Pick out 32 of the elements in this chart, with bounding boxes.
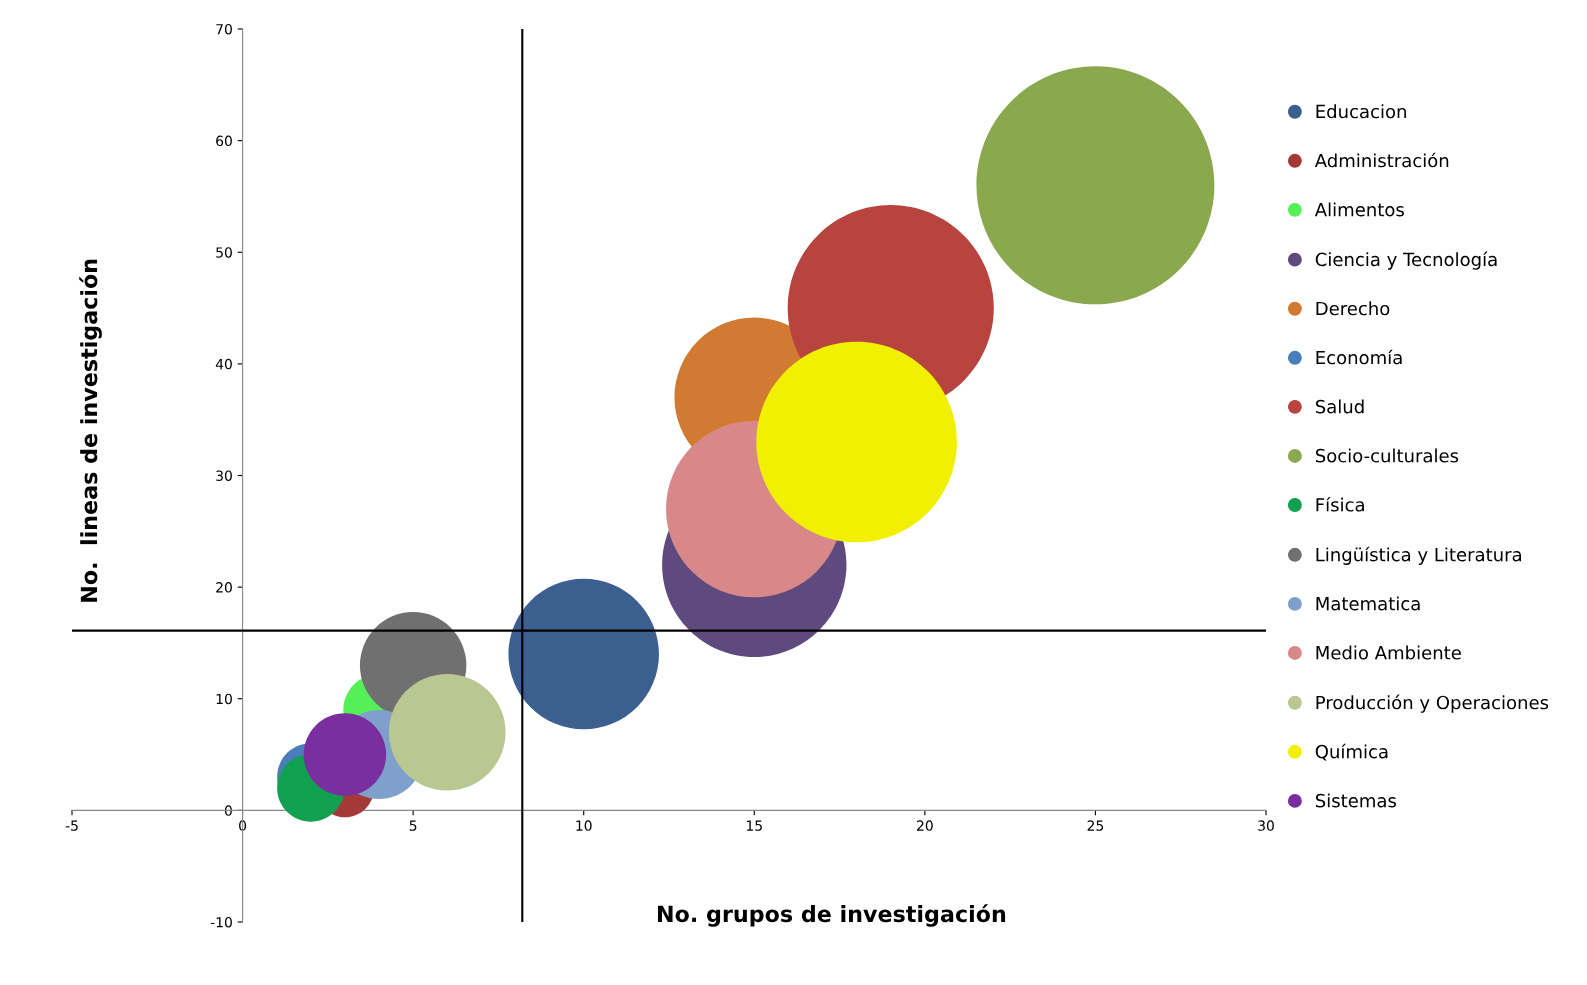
x-tick-label: 15 [746,820,762,831]
legend-label: Socio-culturales [1315,448,1459,463]
legend-label: Economía [1316,349,1402,365]
legend-label: Química [1315,743,1388,761]
y-axis-title: No. lineas de investigación [79,259,102,602]
x-tick-label: 10 [576,820,592,831]
y-tick-label: 20 [216,582,232,593]
legend-label: Física [1316,496,1364,512]
legend-label: Educacion [1316,104,1406,119]
x-tick-label: 5 [409,820,417,831]
y-tick-label: 70 [216,23,232,35]
legend-label: Alimentos [1314,202,1404,217]
y-tick-label: 30 [216,470,232,481]
y-tick-label: 10 [216,693,232,705]
x-tick-label: 30 [1258,820,1274,831]
legend-label: Matematica [1316,596,1420,611]
legend-label: Administración [1314,152,1449,168]
x-axis-title: No. grupos de investigación [658,904,1006,927]
legend-label: Derecho [1316,301,1390,316]
legend-label: Sistemas [1315,793,1396,808]
legend-label: Medio Ambiente [1316,645,1461,660]
y-tick-label: 40 [215,358,232,370]
x-tick-label: 20 [917,820,933,831]
legend-label: Salud [1315,399,1364,414]
y-tick-label: 50 [216,247,232,258]
x-tick-label: -5 [65,820,78,831]
legend-label: Producción y Operaciones [1316,694,1549,713]
y-tick-label: 60 [216,135,232,147]
legend-label: Ciencia y Tecnología [1315,251,1497,270]
x-tick-label: 25 [1087,820,1104,831]
y-tick-label: -10 [210,916,232,928]
legend-label: Lingüística y Literatura [1316,546,1521,565]
